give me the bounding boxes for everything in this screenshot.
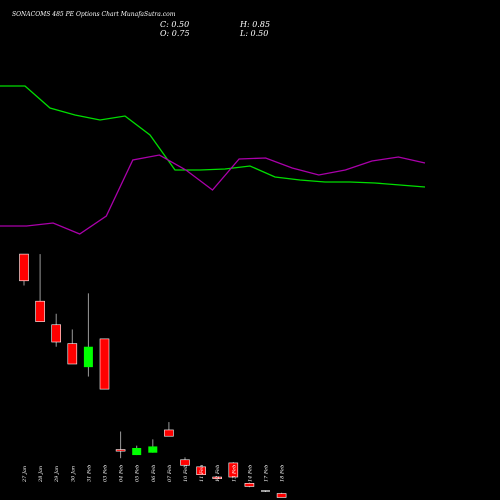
candle xyxy=(244,482,255,488)
candle-body xyxy=(51,324,62,343)
x-tick-label: 30 Jan xyxy=(70,466,76,482)
candle xyxy=(35,254,45,322)
x-tick-label: 04 Feb xyxy=(119,465,125,482)
x-tick-label: 18 Feb xyxy=(280,465,286,482)
candle-body xyxy=(196,466,206,475)
candle-body xyxy=(180,459,190,466)
x-tick-label: 06 Feb xyxy=(151,465,157,482)
candle-body xyxy=(228,462,239,478)
candle xyxy=(228,462,239,478)
candle-body xyxy=(99,338,110,390)
x-tick-label: 05 Feb xyxy=(135,465,141,482)
candle xyxy=(212,476,222,481)
candle xyxy=(115,431,126,459)
chart-title: SONACOMS 485 PE Options Chart MunafaSutr… xyxy=(12,11,176,18)
candle-body xyxy=(164,429,174,437)
overlay-lines xyxy=(0,85,426,235)
x-tick-label: 31 Feb xyxy=(86,465,92,482)
x-tick-label: 11 Feb xyxy=(199,465,205,482)
candle-body xyxy=(244,483,255,487)
candle xyxy=(83,293,93,377)
candle xyxy=(180,457,190,467)
candle xyxy=(99,338,110,390)
candle-body xyxy=(212,476,222,479)
candle-body xyxy=(132,447,142,456)
candle xyxy=(196,466,206,475)
open-readout: O: 0.75 xyxy=(160,29,190,38)
candle xyxy=(19,253,29,286)
candle xyxy=(148,439,158,453)
x-tick-label: 12 Feb xyxy=(215,465,221,482)
candle-body xyxy=(19,253,29,282)
x-tick-label: 03 Feb xyxy=(103,465,109,482)
high-readout: H: 0.85 xyxy=(239,20,270,29)
low-readout: L: 0.50 xyxy=(239,29,268,38)
candle xyxy=(261,490,270,492)
candle-body xyxy=(115,449,126,452)
overlay-line-2 xyxy=(0,154,426,235)
x-tick-label: 29 Jan xyxy=(54,466,60,483)
candle xyxy=(51,313,62,347)
x-tick-label: 13 Feb xyxy=(231,465,237,482)
candle-body xyxy=(83,346,93,368)
candle-body xyxy=(148,446,158,453)
candle-body xyxy=(35,300,45,322)
candle-body xyxy=(67,343,78,365)
x-axis-ticks: 27 Jan 28 Jan 29 Jan 30 Jan 31 Feb 03 Feb 04 F… xyxy=(22,465,286,483)
close-readout: C: 0.50 xyxy=(160,20,189,29)
x-tick-label: 17 Feb xyxy=(264,465,270,482)
x-tick-label: 14 Feb xyxy=(247,465,253,482)
x-tick-label: 07 Feb xyxy=(167,465,173,482)
candle xyxy=(67,329,78,365)
candle-body xyxy=(276,493,287,498)
x-tick-label: 10 Feb xyxy=(183,465,189,482)
candle-body xyxy=(261,490,270,492)
candles xyxy=(19,253,287,498)
candle xyxy=(276,492,287,498)
candle xyxy=(132,445,142,456)
overlay-line-1 xyxy=(0,85,426,188)
x-tick-label: 27 Jan xyxy=(22,466,28,483)
x-tick-label: 28 Jan xyxy=(38,466,44,483)
candle xyxy=(164,422,174,437)
